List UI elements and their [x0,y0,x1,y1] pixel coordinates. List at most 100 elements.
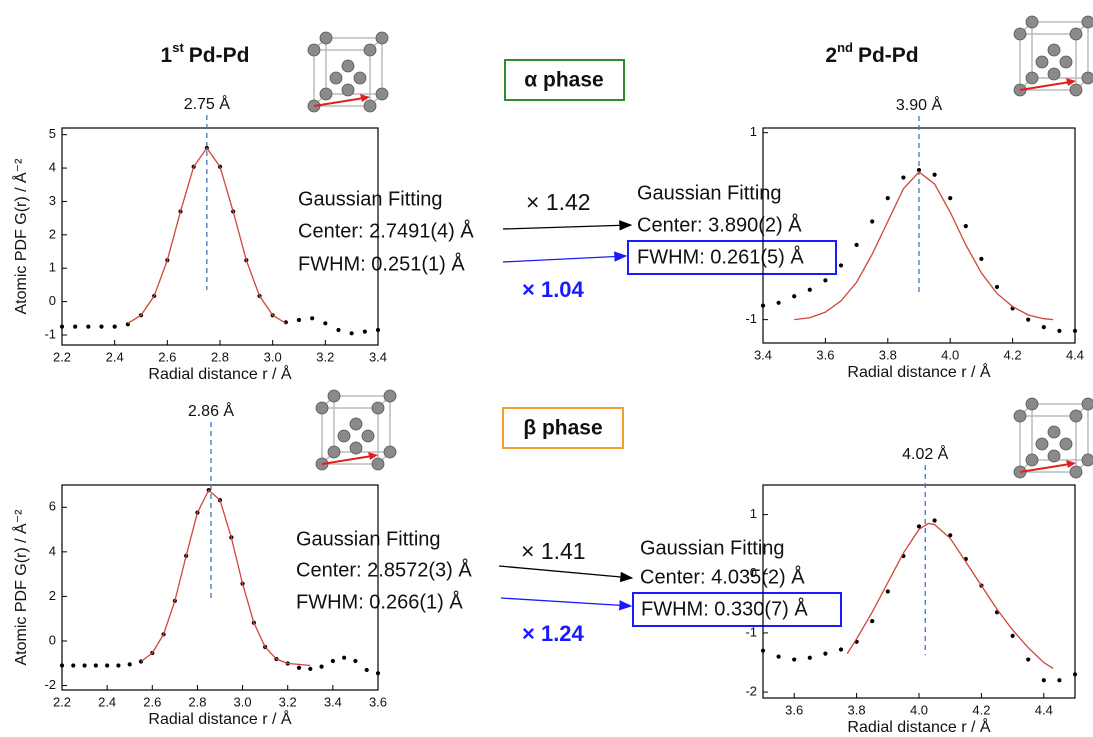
x-tick-label: 3.0 [234,694,252,709]
figure: 1stPd-Pd 2ndPd-Pd α phase β phase Gaussi… [0,0,1093,737]
header-suffix: st [172,40,184,55]
data-point [1073,672,1077,676]
data-point [870,219,874,223]
data-point [808,656,812,660]
y-axis-title: Atomic PDF G(r) / Å⁻² [11,158,30,315]
x-tick-label: 2.6 [158,349,176,364]
x-tick-label: 3.6 [816,347,834,362]
y-tick-label: 2 [49,226,56,241]
center-ratio: × 1.42 [526,189,591,215]
data-point [116,663,120,667]
data-point [823,278,827,282]
fwhm-arrow [503,256,626,262]
y-tick-label: -1 [745,624,757,639]
x-tick-label: 4.0 [910,702,928,717]
data-point [60,663,64,667]
y-tick-label: 6 [49,499,56,514]
data-point [336,328,340,332]
data-point [808,288,812,292]
y-tick-label: 0 [750,565,757,580]
data-point [777,301,781,305]
data-point [1026,657,1030,661]
data-point [933,173,937,177]
y-tick-label: -1 [44,326,56,341]
data-point [319,665,323,669]
fit-fwhm: FWHM: 0.266(1) Å [296,590,463,613]
x-tick-label: 2.2 [53,349,71,364]
crystal-icon [308,32,388,112]
data-point [71,663,75,667]
peak-label: 2.75 Å [184,94,231,113]
x-tick-label: 4.2 [972,702,990,717]
fit-line [847,523,1053,668]
data-point [1042,678,1046,682]
data-point [995,285,999,289]
fit-center: Center: 2.7491(4) Å [298,219,474,242]
header-text: Pd-Pd [858,44,919,67]
data-point [1042,325,1046,329]
x-tick-label: 3.6 [785,702,803,717]
x-tick-label: 3.2 [316,349,334,364]
x-tick-label: 2.4 [98,694,116,709]
data-point [310,316,314,320]
data-point [964,224,968,228]
data-point [73,325,77,329]
data-point [761,304,765,308]
x-tick-label: 3.4 [324,694,342,709]
x-tick-label: 3.0 [264,349,282,364]
x-tick-label: 3.6 [369,694,387,709]
peak-label: 2.86 Å [188,401,235,420]
peak-label: 4.02 Å [902,444,949,463]
x-tick-label: 4.2 [1004,347,1022,362]
fit-center: Center: 3.890(2) Å [637,213,802,236]
y-tick-label: 4 [49,159,56,174]
data-point [792,294,796,298]
x-tick-label: 3.8 [848,702,866,717]
y-tick-label: 3 [49,193,56,208]
x-tick-label: 2.8 [188,694,206,709]
x-tick-label: 2.2 [53,694,71,709]
data-point [839,263,843,267]
header-ordinal: 2 [825,44,837,67]
data-point [82,663,86,667]
plot-frame [62,485,378,690]
data-point [94,663,98,667]
data-point [901,175,905,179]
fit-line [141,490,310,665]
data-point [792,657,796,661]
y-tick-label: 1 [750,506,757,521]
data-point [86,325,90,329]
data-point [948,196,952,200]
data-point [1057,678,1061,682]
x-axis-title: Radial distance r / Å [148,364,292,383]
center-ratio: × 1.41 [521,538,586,564]
data-point [363,330,367,334]
data-point [1011,634,1015,638]
fit-title: Gaussian Fitting [296,528,441,550]
y-tick-label: 5 [49,126,56,141]
x-axis-title: Radial distance r / Å [847,362,991,381]
y-tick-label: 4 [49,543,56,558]
data-point [60,325,64,329]
y-tick-label: 1 [750,124,757,139]
x-axis-title: Radial distance r / Å [847,717,991,736]
x-tick-label: 3.2 [279,694,297,709]
crystal-icon [316,390,396,470]
header-text: Pd-Pd [189,44,250,67]
data-point [105,663,109,667]
crystal-icon [1014,16,1093,96]
fit-fwhm: FWHM: 0.261(5) Å [637,245,804,268]
x-tick-label: 4.4 [1035,702,1053,717]
header: 1stPd-Pd [161,40,250,66]
x-tick-label: 3.8 [879,347,897,362]
fit-title: Gaussian Fitting [298,188,443,210]
fit-title: Gaussian Fitting [637,182,782,204]
data-point [308,667,312,671]
data-point [128,662,132,666]
data-point [761,649,765,653]
data-point [99,325,103,329]
data-point [1057,329,1061,333]
y-tick-label: 1 [49,260,56,275]
data-point [839,647,843,651]
y-tick-label: 0 [49,293,56,308]
